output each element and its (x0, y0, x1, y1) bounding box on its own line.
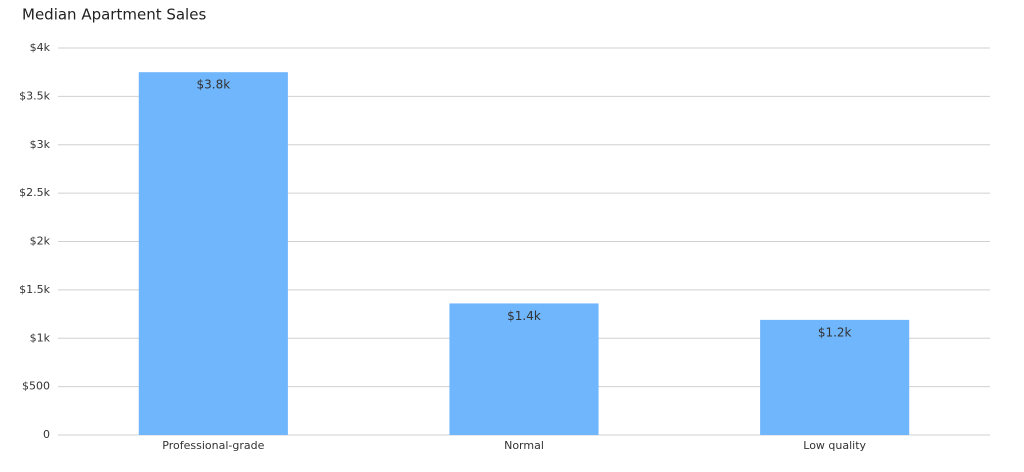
y-tick-label: $4k (30, 41, 51, 54)
x-tick-label: Professional-grade (162, 439, 264, 452)
x-tick-label: Normal (504, 439, 544, 452)
y-tick-label: $3.5k (19, 89, 50, 102)
value-label: $3.8k (196, 78, 230, 92)
value-label: $1.4k (507, 309, 541, 323)
bar (449, 303, 599, 435)
bar (760, 319, 910, 435)
y-tick-label: $1k (30, 331, 51, 344)
y-tick-label: $500 (22, 380, 50, 393)
y-tick-label: $2k (30, 235, 51, 248)
bar (138, 72, 288, 435)
x-tick-label: Low quality (803, 439, 866, 452)
y-tick-label: $3k (30, 138, 51, 151)
y-tick-label: 0 (43, 428, 50, 441)
y-tick-label: $1.5k (19, 283, 50, 296)
chart-title: Median Apartment Sales (22, 6, 206, 24)
value-label: $1.2k (818, 325, 852, 339)
y-tick-label: $2.5k (19, 186, 50, 199)
